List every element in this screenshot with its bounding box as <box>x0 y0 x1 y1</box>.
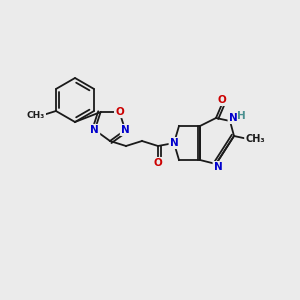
Text: O: O <box>154 158 162 168</box>
Text: O: O <box>115 107 124 117</box>
Text: O: O <box>218 95 226 105</box>
Text: N: N <box>169 138 178 148</box>
Text: N: N <box>90 125 99 135</box>
Text: CH₃: CH₃ <box>27 112 45 121</box>
Text: CH₃: CH₃ <box>245 134 265 144</box>
Text: N: N <box>229 113 237 123</box>
Text: N: N <box>214 162 222 172</box>
Text: N: N <box>121 125 130 135</box>
Text: H: H <box>237 111 245 121</box>
